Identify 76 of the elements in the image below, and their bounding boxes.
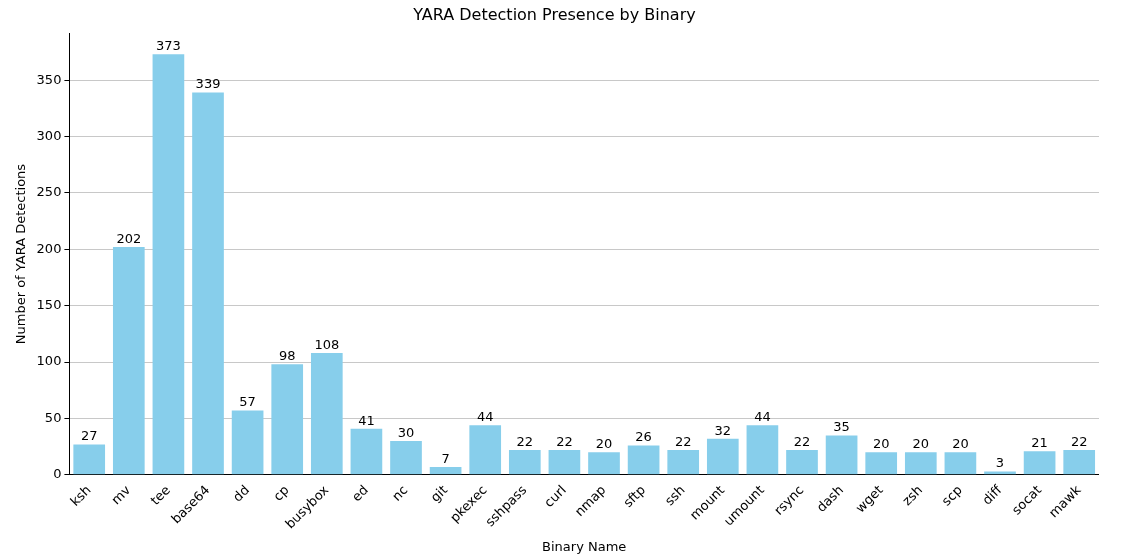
x-tick-label: nc xyxy=(389,482,411,504)
y-tick-label: 0 xyxy=(53,466,62,482)
bar xyxy=(192,92,224,475)
y-tick-label: 200 xyxy=(36,240,62,256)
data-label: 22 xyxy=(556,433,573,449)
bar xyxy=(112,247,145,475)
bar xyxy=(469,425,502,475)
bar xyxy=(310,353,343,475)
y-tick-label: 250 xyxy=(36,184,62,200)
bar xyxy=(1023,451,1056,475)
data-label: 20 xyxy=(872,436,890,452)
data-label: 32 xyxy=(714,422,732,438)
bar xyxy=(984,471,1016,475)
x-tick-label: ed xyxy=(348,482,371,505)
data-label: 21 xyxy=(1031,435,1048,451)
x-tick-label: git xyxy=(427,482,451,505)
data-label: 44 xyxy=(476,409,494,425)
x-tick-label: tee xyxy=(147,482,173,508)
bar xyxy=(390,441,422,475)
bar xyxy=(786,450,818,475)
x-tick-label: curl xyxy=(541,482,569,511)
data-label: 22 xyxy=(516,433,534,449)
y-tick-label: 350 xyxy=(36,71,62,87)
x-tick-label: scp xyxy=(938,482,965,509)
x-axis-title: Binary Name xyxy=(542,538,627,554)
x-tick-label: diff xyxy=(979,481,1006,508)
bar xyxy=(746,425,779,475)
data-label: 26 xyxy=(635,429,652,445)
data-label: 41 xyxy=(358,412,375,428)
bar xyxy=(231,410,264,475)
data-label: 339 xyxy=(195,76,221,92)
y-tick-label: 150 xyxy=(36,297,62,313)
data-label: 108 xyxy=(314,336,340,352)
bar xyxy=(429,466,462,475)
data-label: 27 xyxy=(80,428,98,444)
bar xyxy=(1063,450,1096,475)
data-label: 30 xyxy=(397,424,415,440)
data-label: 20 xyxy=(952,436,969,452)
data-label: 98 xyxy=(278,348,296,364)
bar xyxy=(627,445,660,475)
bar xyxy=(548,450,581,475)
data-label: 373 xyxy=(156,38,181,54)
data-label: 57 xyxy=(239,394,256,410)
y-tick-label: 100 xyxy=(36,353,62,369)
data-label: 20 xyxy=(595,436,613,452)
bar xyxy=(73,444,106,475)
data-label: 202 xyxy=(116,230,142,246)
bar xyxy=(944,452,977,475)
y-tick-label: 50 xyxy=(44,409,62,425)
y-axis-title: Number of YARA Detections xyxy=(13,163,29,345)
bar xyxy=(508,450,541,475)
data-label: 22 xyxy=(1070,433,1088,449)
x-tick-label: ksh xyxy=(67,482,94,509)
data-label: 44 xyxy=(754,409,771,425)
x-tick-label: sftp xyxy=(620,482,649,511)
bar xyxy=(152,54,185,475)
bar xyxy=(667,450,700,475)
data-label: 22 xyxy=(674,433,692,449)
x-tick-label: mv xyxy=(108,482,134,508)
data-label: 22 xyxy=(793,433,811,449)
bar xyxy=(865,452,898,475)
data-label: 7 xyxy=(441,450,450,466)
bar xyxy=(350,428,383,475)
bar xyxy=(904,452,937,475)
bar xyxy=(271,364,304,475)
bar xyxy=(588,452,620,475)
x-tick-label: zsh xyxy=(899,482,926,509)
x-tick-label: dd xyxy=(229,482,253,505)
x-tick-label: ssh xyxy=(661,482,688,509)
chart-title: YARA Detection Presence by Binary xyxy=(412,4,696,24)
data-label: 20 xyxy=(912,436,930,452)
data-label: 35 xyxy=(833,419,850,435)
data-label: 3 xyxy=(995,455,1005,471)
bar xyxy=(706,438,739,475)
y-tick-label: 300 xyxy=(36,127,62,143)
bar xyxy=(825,435,858,475)
